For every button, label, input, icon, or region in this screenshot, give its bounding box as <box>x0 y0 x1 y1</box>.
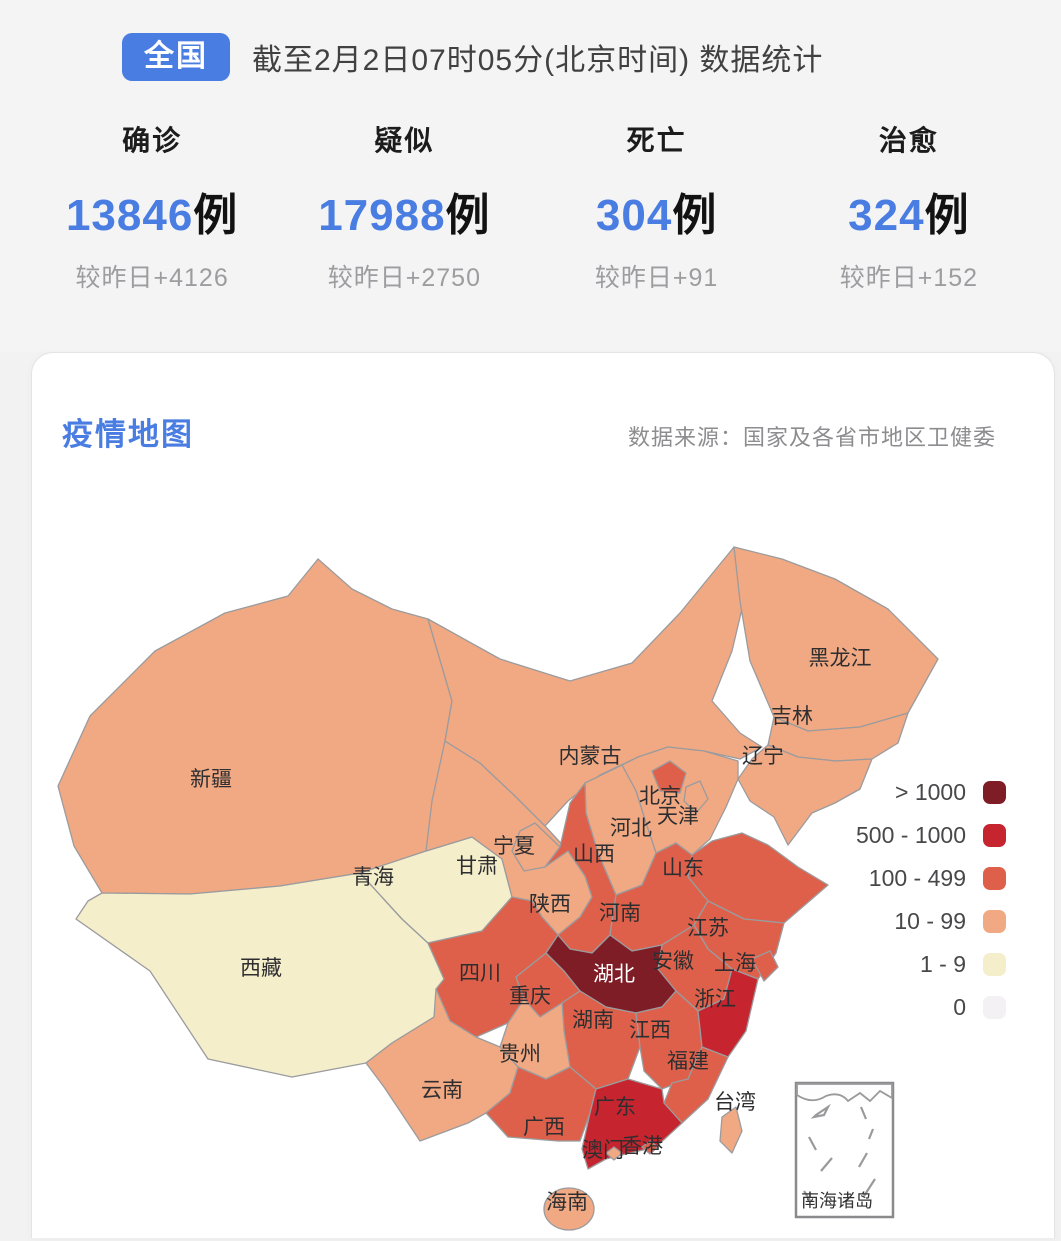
province-guangxi[interactable] <box>485 1066 597 1142</box>
province-label-jiangxi: 江西 <box>629 1019 671 1042</box>
province-label-hunan: 湖南 <box>572 1009 614 1032</box>
province-label-guangdong: 广东 <box>594 1096 636 1119</box>
national-stats-section: 全国 截至2月2日07时05分(北京时间) 数据统计 确诊 13846例 较昨日… <box>0 0 1061 352</box>
legend-swatch-10-99 <box>983 910 1006 933</box>
province-yunnan[interactable] <box>365 988 519 1142</box>
map-card-header: 疫情地图 数据来源：国家及各省市地区卫健委 <box>32 353 1054 454</box>
legend-label: 1 - 9 <box>919 951 966 977</box>
province-label-anhui: 安徽 <box>652 950 694 973</box>
inset-frame <box>794 1081 895 1219</box>
stat-cured-value: 324例 <box>848 191 970 240</box>
stat-suspected: 疑似 17988例 较昨日+2750 <box>278 119 530 294</box>
province-label-henan: 河南 <box>599 902 641 925</box>
province-hainan[interactable] <box>543 1187 595 1231</box>
province-label-ningxia: 宁夏 <box>493 835 535 858</box>
province-label-jilin: 吉林 <box>771 705 813 728</box>
province-tianjin[interactable] <box>683 780 709 814</box>
province-label-chongqing: 重庆 <box>509 985 551 1008</box>
province-guangdong[interactable] <box>581 1078 683 1170</box>
map-title: 疫情地图 <box>62 417 194 452</box>
province-aomen[interactable] <box>605 1146 623 1161</box>
province-label-neimenggu: 内蒙古 <box>559 745 622 768</box>
stat-cured: 治愈 324例 较昨日+152 <box>783 119 1035 294</box>
legend-swatch-100-499 <box>983 867 1006 890</box>
legend-swatch->1000 <box>983 781 1006 804</box>
legend-label: 10 - 99 <box>894 908 966 934</box>
south-china-sea-inset: 南海诸岛 <box>794 1081 895 1219</box>
legend-swatch-1-9 <box>983 953 1006 976</box>
province-label-shanxi: 山西 <box>573 843 615 866</box>
legend-row-1-9: 1 - 9 <box>856 943 1006 986</box>
province-xinjiang[interactable] <box>57 558 453 895</box>
province-label-xianggang: 香港 <box>621 1135 663 1158</box>
legend-row-0: 0 <box>856 986 1006 1029</box>
province-label-shaanxi: 陕西 <box>529 893 571 916</box>
stats-row: 确诊 13846例 较昨日+4126 疑似 17988例 较昨日+2750 死亡… <box>0 119 1061 294</box>
province-beijing[interactable] <box>651 760 687 794</box>
province-label-qinghai: 青海 <box>352 866 394 889</box>
update-time-title: 截至2月2日07时05分(北京时间) 数据统计 <box>252 44 824 77</box>
province-label-gansu: 甘肃 <box>456 855 498 878</box>
stat-confirmed-label: 确诊 <box>122 125 183 156</box>
legend-row-10-99: 10 - 99 <box>856 900 1006 943</box>
province-heilongjiang[interactable] <box>733 546 939 732</box>
province-label-taiwan: 台湾 <box>714 1091 756 1114</box>
province-xianggang[interactable] <box>641 1140 659 1155</box>
epidemic-map-card: 疫情地图 数据来源：国家及各省市地区卫健委 新疆西藏 青海 甘肃 内蒙古宁夏 黑龙江吉林… <box>31 352 1055 1238</box>
stat-deaths-change: 较昨日+91 <box>594 264 719 292</box>
legend-row-500-1000: 500 - 1000 <box>856 814 1006 857</box>
province-label-hainan: 海南 <box>546 1191 588 1214</box>
stat-deaths: 死亡 304例 较昨日+91 <box>531 119 783 294</box>
province-label-heilongjiang: 黑龙江 <box>809 647 872 670</box>
province-label-hebei: 河北 <box>610 817 652 840</box>
inset-coastline <box>796 1083 893 1103</box>
stat-cured-label: 治愈 <box>878 125 939 156</box>
province-label-hubei: 湖北 <box>593 963 635 986</box>
inset-islands <box>803 1103 876 1203</box>
legend-swatch-0 <box>983 996 1006 1019</box>
stat-suspected-label: 疑似 <box>374 125 435 156</box>
legend-label: 100 - 499 <box>868 865 966 891</box>
province-label-xinjiang: 新疆 <box>190 768 232 791</box>
province-label-aomen: 澳门 <box>582 1139 624 1162</box>
legend-label: 500 - 1000 <box>856 822 966 848</box>
legend-label: 0 <box>953 994 966 1020</box>
stat-deaths-value: 304例 <box>595 191 718 240</box>
stat-suspected-change: 较昨日+2750 <box>327 264 481 292</box>
stat-confirmed: 确诊 13846例 较昨日+4126 <box>26 119 278 294</box>
header-bar: 全国 截至2月2日07时05分(北京时间) 数据统计 <box>0 33 1061 81</box>
province-label-guangxi: 广西 <box>523 1116 565 1139</box>
legend-swatch-500-1000 <box>983 824 1006 847</box>
province-label-zhejiang: 浙江 <box>694 988 736 1011</box>
province-label-jiangsu: 江苏 <box>687 917 729 940</box>
stat-confirmed-value: 13846例 <box>65 191 239 240</box>
province-label-guizhou: 贵州 <box>499 1043 541 1066</box>
stat-cured-change: 较昨日+152 <box>839 264 979 292</box>
province-label-yunnan: 云南 <box>421 1079 463 1102</box>
province-label-xizang: 西藏 <box>240 957 282 980</box>
province-label-shandong: 山东 <box>662 857 704 880</box>
stat-suspected-value: 17988例 <box>318 191 491 240</box>
province-label-tianjin: 天津 <box>657 805 699 828</box>
province-label-liaoning: 辽宁 <box>742 745 784 768</box>
province-neimenggu[interactable] <box>427 546 763 827</box>
stat-deaths-label: 死亡 <box>626 125 687 156</box>
province-label-shanghai: 上海 <box>714 952 756 975</box>
inset-label: 南海诸岛 <box>801 1191 873 1211</box>
region-badge[interactable]: 全国 <box>122 33 230 81</box>
province-shanghai[interactable] <box>751 950 779 982</box>
map-legend: > 1000 500 - 1000 100 - 499 10 - 99 1 - 9 0 <box>856 771 1006 1029</box>
province-label-fujian: 福建 <box>667 1050 709 1073</box>
stat-confirmed-change: 较昨日+4126 <box>75 264 229 292</box>
province-label-beijing: 北京 <box>639 785 681 808</box>
province-taiwan[interactable] <box>719 1106 743 1154</box>
data-source-label: 数据来源：国家及各省市地区卫健委 <box>627 425 996 450</box>
legend-row-100-499: 100 - 499 <box>856 857 1006 900</box>
legend-label: > 1000 <box>895 779 966 805</box>
legend-row->1000: > 1000 <box>856 771 1006 814</box>
province-label-sichuan: 四川 <box>459 962 501 985</box>
